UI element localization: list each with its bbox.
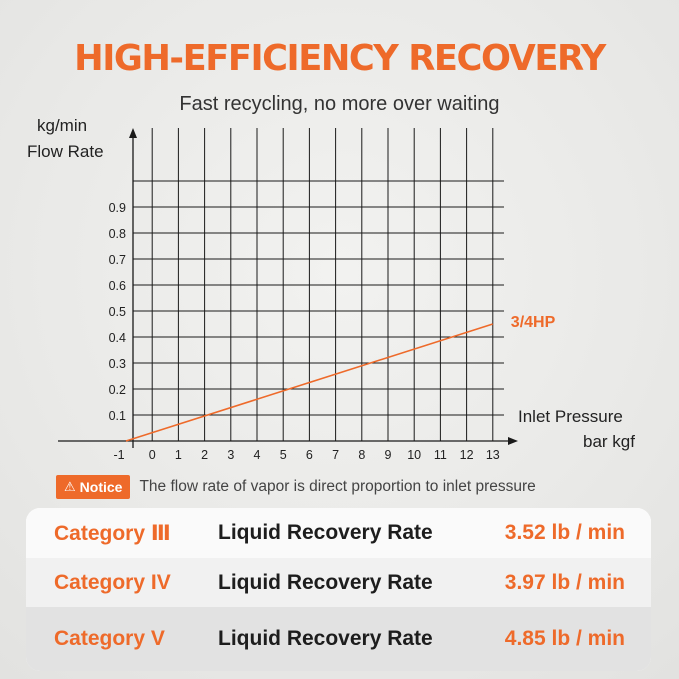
y-tick-label: 0.2 — [109, 383, 126, 397]
rate-label-cell: Liquid Recovery Rate — [218, 627, 433, 650]
y-tick-label: 0.3 — [109, 357, 126, 371]
notice-row: ⚠ Notice The flow rate of vapor is direc… — [56, 475, 536, 499]
y-tick-label: 0.5 — [109, 305, 126, 319]
x-tick-label: 7 — [332, 448, 339, 462]
x-tick-label: 0 — [149, 448, 156, 462]
y-tick-label: 0.8 — [109, 227, 126, 241]
y-tick-label: 0.7 — [109, 253, 126, 267]
table-row: Category Ⅲ Liquid Recovery Rate 3.52 lb … — [26, 508, 651, 558]
series-line-3-4hp — [125, 323, 494, 442]
rate-label-cell: Liquid Recovery Rate — [218, 570, 433, 594]
category-cell: Category Ⅲ — [54, 521, 171, 545]
y-axis-unit-label: kg/min — [37, 116, 87, 135]
x-tick-label: 11 — [434, 448, 447, 462]
page-title: HIGH-EFFICIENCY RECOVERY — [74, 38, 606, 79]
rate-value-cell: 4.85 lb / min — [504, 627, 625, 650]
x-tick-label: 1 — [175, 448, 182, 462]
y-tick-label: 0.6 — [109, 279, 126, 293]
rate-value-cell: 3.52 lb / min — [504, 521, 625, 544]
warning-icon: ⚠ — [64, 479, 76, 494]
x-tick-label: 12 — [460, 448, 474, 462]
page-subtitle: Fast recycling, no more over waiting — [179, 93, 500, 115]
category-cell: Category IV — [54, 570, 171, 594]
notice-text: The flow rate of vapor is direct proport… — [139, 478, 536, 495]
y-tick-label: 0.1 — [109, 409, 126, 423]
x-tick-label: -1 — [113, 448, 124, 462]
x-tick-label: 10 — [407, 448, 421, 462]
x-axis-arrow — [508, 437, 518, 445]
x-tick-label: 6 — [306, 448, 313, 462]
x-tick-label: 3 — [227, 448, 234, 462]
rate-value-cell: 3.97 lb / min — [504, 570, 625, 594]
x-tick-label: 4 — [254, 448, 261, 462]
x-tick-label: 2 — [201, 448, 208, 462]
recovery-rate-table: Category Ⅲ Liquid Recovery Rate 3.52 lb … — [26, 508, 651, 671]
table-row: Category V Liquid Recovery Rate 4.85 lb … — [26, 607, 651, 671]
x-tick-label: 8 — [358, 448, 365, 462]
x-tick-label: 13 — [486, 448, 500, 462]
y-tick-label: 0.9 — [109, 201, 126, 215]
notice-badge: ⚠ Notice — [56, 475, 131, 499]
y-axis-arrow — [129, 128, 137, 138]
x-axis-label: Inlet Pressure — [518, 407, 623, 426]
y-tick-label: 0.4 — [109, 331, 126, 345]
category-cell: Category V — [54, 627, 165, 650]
series-label: 3/4HP — [511, 314, 556, 331]
x-tick-label: 5 — [280, 448, 287, 462]
flow-rate-chart: 0.10.20.30.40.50.60.70.80.9-1 0 1 2 3 4 5 6 7 8 9 1… — [27, 116, 635, 462]
rate-label-cell: Liquid Recovery Rate — [218, 521, 433, 544]
x-tick-label: 9 — [385, 448, 392, 462]
notice-badge-label: Notice — [79, 479, 123, 495]
x-axis-unit-label: bar kgf — [583, 432, 635, 451]
y-axis-label: Flow Rate — [27, 142, 104, 161]
table-row: Category IV Liquid Recovery Rate 3.97 lb… — [26, 558, 651, 607]
